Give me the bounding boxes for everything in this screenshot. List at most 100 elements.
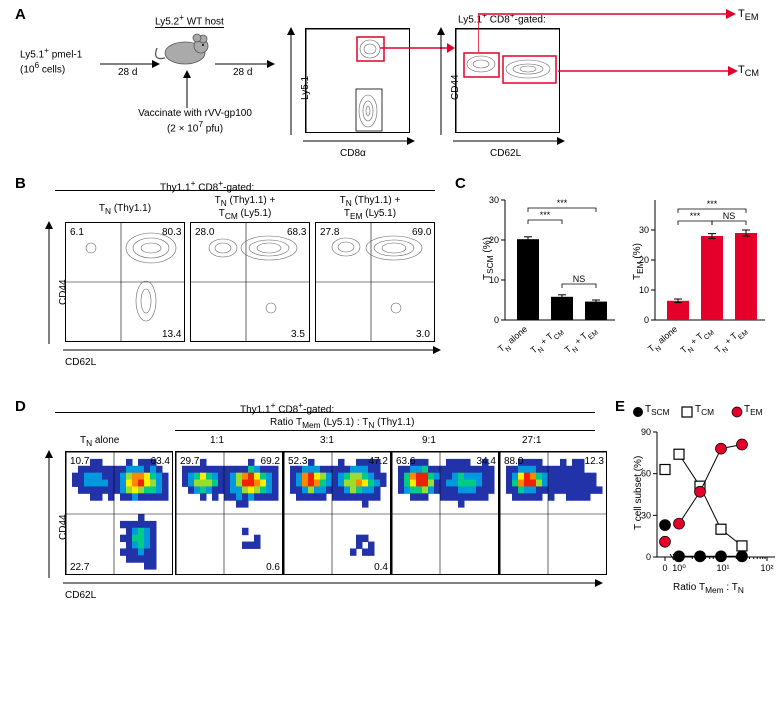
tcm-label: TCM bbox=[738, 64, 759, 78]
panel-d-ratio-label: Ratio TMem (Ly5.1) : TN (Thy1.1) bbox=[270, 417, 414, 430]
panel-d-r3: 9:1 bbox=[422, 435, 436, 446]
panel-e-label: E bbox=[615, 398, 625, 415]
panel-c-chart2-ylabel: TEM (%) bbox=[632, 243, 645, 280]
panel-d-r1: 1:1 bbox=[210, 435, 224, 446]
svg-text:TN alone: TN alone bbox=[496, 324, 532, 357]
svg-text:80.3: 80.3 bbox=[162, 227, 182, 238]
svg-text:3.0: 3.0 bbox=[416, 329, 430, 340]
panel-d-r4: 27:1 bbox=[522, 435, 541, 446]
panel-b-x: CD62L bbox=[65, 357, 96, 368]
svg-text:10¹: 10¹ bbox=[716, 563, 729, 573]
svg-text:22.7: 22.7 bbox=[70, 562, 90, 573]
panel-b-label: B bbox=[15, 175, 26, 192]
svg-text:10.7: 10.7 bbox=[70, 456, 90, 467]
red-arrow-tcm bbox=[558, 64, 738, 78]
svg-text:TN + TEM: TN + TEM bbox=[563, 324, 600, 358]
panel-d-x: CD62L bbox=[65, 590, 96, 601]
panel-b-header-line bbox=[55, 190, 435, 191]
panel-b-col1: TN (Thy1.1) bbox=[75, 203, 175, 216]
panel-d-header: Thy1.1+ CD8+-gated: bbox=[240, 400, 334, 415]
panel-d-header-line bbox=[55, 412, 595, 413]
panel-d-ratio-line bbox=[175, 430, 595, 431]
panel-c-chart1: 0102030******NSTN aloneTN + TCMTN + TEM bbox=[475, 180, 625, 378]
svg-text:90: 90 bbox=[641, 427, 651, 437]
panel-b-yarrow bbox=[44, 221, 54, 346]
arrow-vaccine bbox=[180, 70, 194, 108]
legend-tcm: TCM bbox=[695, 404, 714, 417]
panel-d-label: D bbox=[15, 398, 26, 415]
svg-text:NS: NS bbox=[723, 211, 736, 221]
panel-b-y: CD44 bbox=[58, 279, 69, 305]
panel-b-plot3: 27.8 69.0 3.0 bbox=[315, 222, 435, 342]
svg-text:29.7: 29.7 bbox=[180, 456, 200, 467]
panel-e-chart: 0306090010⁰10¹10² bbox=[625, 422, 780, 600]
svg-text:10: 10 bbox=[639, 285, 649, 295]
svg-text:TN + TCM: TN + TCM bbox=[678, 324, 715, 358]
panel-a-plot2-xarrow bbox=[453, 136, 565, 146]
svg-text:0.6: 0.6 bbox=[266, 562, 280, 573]
panel-c-chart2: 0102030******NSTN aloneTN + TCMTN + TEM bbox=[625, 180, 775, 378]
svg-text:12.3: 12.3 bbox=[585, 456, 605, 467]
svg-text:69.0: 69.0 bbox=[412, 227, 432, 238]
svg-text:TN alone: TN alone bbox=[646, 324, 682, 357]
panel-b-plot2: 28.0 68.3 3.5 bbox=[190, 222, 310, 342]
panel-d-col-alone: TN alone bbox=[80, 435, 119, 448]
panel-b-col2: TN (Thy1.1) + TCM (Ly5.1) bbox=[185, 195, 305, 221]
svg-text:TN + TCM: TN + TCM bbox=[528, 324, 565, 358]
svg-text:0: 0 bbox=[494, 315, 499, 325]
svg-text:28.0: 28.0 bbox=[195, 227, 215, 238]
svg-text:10²: 10² bbox=[760, 563, 773, 573]
panel-b-xarrow bbox=[63, 345, 441, 355]
svg-text:***: *** bbox=[707, 199, 718, 209]
panel-d-yarrow bbox=[44, 450, 54, 580]
svg-text:3.5: 3.5 bbox=[291, 329, 305, 340]
svg-text:6.1: 6.1 bbox=[70, 227, 84, 238]
panel-a-plot1-y: Ly5.1 bbox=[300, 76, 311, 100]
svg-text:***: *** bbox=[690, 211, 701, 221]
panel-b-header: Thy1.1+ CD8+-gated: bbox=[160, 178, 254, 193]
panel-d-xarrow bbox=[63, 578, 603, 588]
panel-a-plot2-x: CD62L bbox=[490, 148, 521, 159]
svg-text:69.2: 69.2 bbox=[261, 456, 281, 467]
panel-a-plot2-yarrow bbox=[436, 27, 446, 137]
svg-text:30: 30 bbox=[489, 195, 499, 205]
panel-a-plot1-yarrow bbox=[286, 27, 296, 137]
svg-text:TN + TEM: TN + TEM bbox=[713, 324, 750, 358]
svg-text:63.4: 63.4 bbox=[151, 456, 171, 467]
panel-a-plot1-x: CD8α bbox=[340, 148, 366, 159]
panel-a-plot2-y: CD44 bbox=[450, 74, 461, 100]
d28-a: 28 d bbox=[118, 67, 137, 78]
svg-text:27.8: 27.8 bbox=[320, 227, 340, 238]
svg-text:30: 30 bbox=[639, 225, 649, 235]
svg-text:***: *** bbox=[557, 198, 568, 208]
panel-b-col3: TN (Thy1.1) + TEM (Ly5.1) bbox=[310, 195, 430, 221]
svg-text:68.3: 68.3 bbox=[287, 227, 307, 238]
svg-text:0: 0 bbox=[644, 315, 649, 325]
svg-text:NS: NS bbox=[573, 274, 586, 284]
svg-text:***: *** bbox=[540, 210, 551, 220]
svg-text:63.6: 63.6 bbox=[396, 456, 416, 467]
svg-text:34.4: 34.4 bbox=[477, 456, 497, 467]
panel-a-host-label: Ly5.2+ WT host bbox=[155, 12, 224, 28]
svg-text:10⁰: 10⁰ bbox=[672, 563, 686, 573]
panel-b-plot1: 6.1 80.3 13.4 bbox=[65, 222, 185, 342]
svg-text:88.0: 88.0 bbox=[504, 456, 524, 467]
svg-text:47.2: 47.2 bbox=[369, 456, 389, 467]
panel-c-label: C bbox=[455, 175, 466, 192]
vaccine-text: Vaccinate with rVV-gp100 (2 × 107 pfu) bbox=[120, 108, 270, 134]
svg-text:0.4: 0.4 bbox=[374, 562, 388, 573]
panel-e-xlabel: Ratio TMem : TN bbox=[673, 582, 744, 595]
legend-tscm: TSCM bbox=[645, 404, 670, 417]
svg-text:0: 0 bbox=[662, 563, 667, 573]
d28-b: 28 d bbox=[233, 67, 252, 78]
svg-text:13.4: 13.4 bbox=[162, 329, 182, 340]
panel-c-chart1-ylabel: TSCM (%) bbox=[482, 237, 495, 280]
panel-a-plot1-xarrow bbox=[303, 136, 415, 146]
panel-d-r2: 3:1 bbox=[320, 435, 334, 446]
panel-a-label: A bbox=[15, 6, 26, 23]
svg-text:52.3: 52.3 bbox=[288, 456, 308, 467]
legend-tem: TEM bbox=[744, 404, 763, 417]
svg-text:0: 0 bbox=[646, 552, 651, 562]
panel-e-ylabel: T cell subset (%) bbox=[633, 456, 644, 530]
tem-label: TEM bbox=[738, 8, 758, 22]
